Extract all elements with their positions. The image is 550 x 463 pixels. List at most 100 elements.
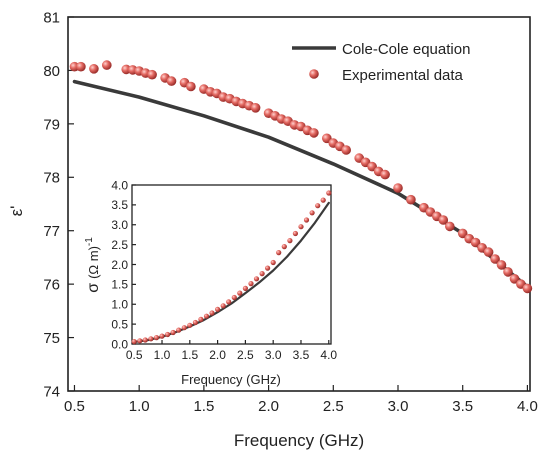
inset-data-point <box>198 316 204 322</box>
inset-data-point <box>292 230 298 237</box>
inset-data-point <box>242 285 248 291</box>
inset-data-point <box>159 333 165 339</box>
x-tick-label: 1.5 <box>193 398 214 415</box>
data-point <box>102 60 112 70</box>
data-point <box>496 260 507 270</box>
inset-data-point <box>320 197 326 203</box>
inset-data-point <box>303 217 310 223</box>
inset-x-tick-label: 4.0 <box>320 348 337 362</box>
inset-data-point <box>153 335 160 341</box>
data-point <box>147 69 157 80</box>
inset-x-tick-label: 2.0 <box>209 348 226 362</box>
y-tick-label: 79 <box>43 116 60 133</box>
x-tick-label: 3.0 <box>388 398 409 415</box>
data-point <box>483 247 494 257</box>
inset-x-tick-label: 0.5 <box>126 348 143 362</box>
inset-y-unit: (Ω m) <box>86 246 101 279</box>
inset-data-point <box>326 190 332 196</box>
inset-data-point <box>187 322 193 328</box>
y-tick-label: 76 <box>43 277 60 294</box>
legend-label-cole-cole: Cole-Cole equation <box>342 41 470 58</box>
x-tick-label: 1.0 <box>129 398 150 415</box>
inset-data-point <box>287 238 293 244</box>
legend: Cole-Cole equation Experimental data <box>292 41 470 84</box>
inset-data-point <box>181 325 187 331</box>
y-axis-title: ε' <box>7 206 26 217</box>
data-point <box>490 254 500 264</box>
y-tick-label: 77 <box>43 223 60 240</box>
x-tick-label: 2.0 <box>258 398 279 415</box>
inset-plot-frame <box>131 184 332 345</box>
inset-y-axis-title: σ (Ω m)-1 <box>84 237 102 293</box>
inset-data-point <box>315 203 321 209</box>
x-tick-label: 3.5 <box>452 398 473 415</box>
inset-x-tick-label: 1.0 <box>154 348 171 362</box>
data-point <box>341 145 352 155</box>
data-point <box>186 81 196 92</box>
data-point <box>309 128 319 138</box>
inset-y-symbol: σ <box>85 283 102 293</box>
x-tick-label: 2.5 <box>323 398 344 415</box>
data-point <box>470 237 481 248</box>
inset-data-point <box>265 265 271 271</box>
inset-data-point <box>248 281 254 287</box>
inset-data-point <box>309 210 315 216</box>
inset-y-tick-label: 3.5 <box>111 198 128 212</box>
inset-data-point <box>192 319 198 326</box>
inset-data-point <box>270 259 276 266</box>
inset-data-point <box>298 224 304 230</box>
data-point <box>166 76 177 86</box>
data-point <box>522 283 533 294</box>
inset-data-point <box>148 336 154 342</box>
x-tick-label: 4.0 <box>517 398 538 415</box>
data-point <box>76 61 86 72</box>
inset-data-point <box>137 338 143 344</box>
x-axis-title: Frequency (GHz) <box>234 431 364 450</box>
data-point <box>380 169 390 180</box>
data-point <box>406 194 416 205</box>
data-point <box>393 183 403 193</box>
data-point <box>445 221 455 232</box>
inset-data-point <box>226 299 232 305</box>
inset-y-tick-label: 1.0 <box>111 298 128 312</box>
inset-data-point <box>237 290 243 296</box>
y-tick-label: 81 <box>43 9 60 26</box>
inset-x-tick-label: 3.5 <box>293 348 310 362</box>
y-tick-label: 75 <box>43 330 60 347</box>
data-point <box>438 215 449 225</box>
inset-data-point <box>170 329 176 336</box>
inset-data-point <box>215 306 221 312</box>
inset-x-tick-label: 2.5 <box>237 348 254 362</box>
y-tick-label: 74 <box>43 383 60 400</box>
inset-y-tick-label: 1.5 <box>111 278 128 292</box>
inset-data-point <box>203 313 210 319</box>
inset-data-point <box>231 294 237 301</box>
inset-data-point <box>176 327 182 333</box>
inset-data-point <box>281 244 287 250</box>
inset-x-tick-label: 1.5 <box>181 348 198 362</box>
inset-y-tick-label: 2.5 <box>111 238 128 252</box>
inset-y-tick-label: 4.0 <box>111 178 128 192</box>
inset-data-point <box>259 271 265 277</box>
inset-y-tick-label: 0.0 <box>111 337 128 351</box>
data-point <box>457 228 468 239</box>
data-point <box>509 274 520 284</box>
data-point <box>250 103 261 113</box>
inset-data-point <box>276 250 282 256</box>
inset-plot: 0.5 1.0 1.5 2.0 2.5 3.0 3.5 4.00.00.51.01.52.02… <box>84 178 337 387</box>
inset-y-tick-label: 3.0 <box>111 218 128 232</box>
inset-data-point <box>165 331 171 338</box>
y-tick-label: 80 <box>43 63 60 80</box>
inset-y-exponent: -1 <box>84 237 95 246</box>
inset-data-point <box>142 337 148 343</box>
inset-x-tick-label: 3.0 <box>265 348 282 362</box>
x-tick-label: 0.5 <box>64 398 85 415</box>
inset-data-point <box>131 339 137 345</box>
inset-data-point <box>220 303 226 309</box>
inset-data-point <box>253 276 260 282</box>
inset-y-tick-label: 2.0 <box>111 258 128 272</box>
inset-data-point <box>209 310 215 316</box>
inset-y-axis-title-text: σ (Ω m)-1 <box>84 237 102 293</box>
